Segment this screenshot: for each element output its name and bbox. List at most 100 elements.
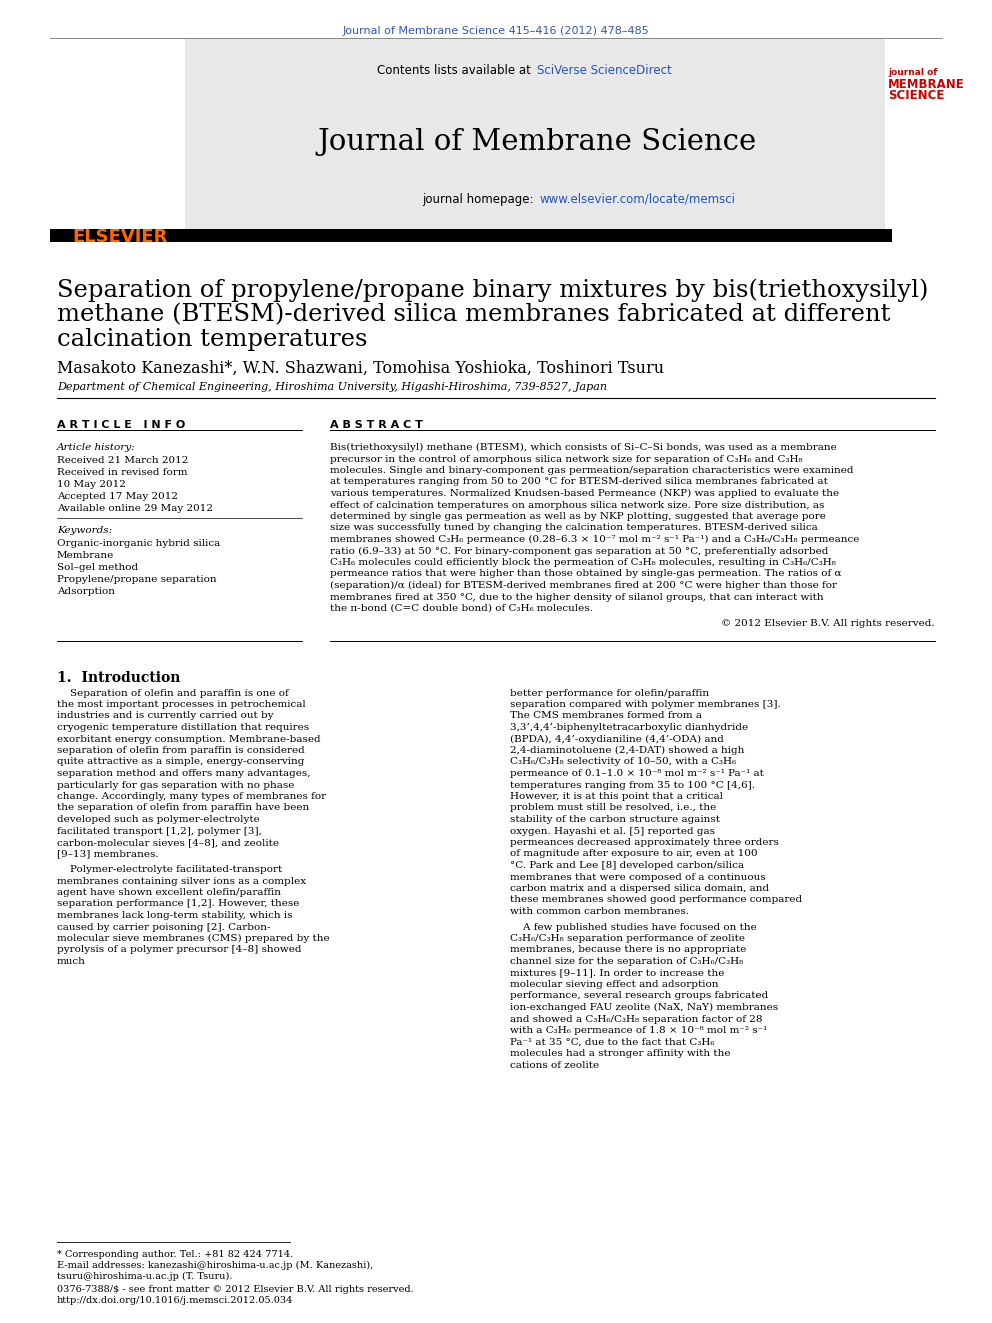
Text: Masakoto Kanezashi*, W.N. Shazwani, Tomohisa Yoshioka, Toshinori Tsuru: Masakoto Kanezashi*, W.N. Shazwani, Tomo… xyxy=(57,360,664,377)
Text: 0376-7388/$ - see front matter © 2012 Elsevier B.V. All rights reserved.: 0376-7388/$ - see front matter © 2012 El… xyxy=(57,1285,414,1294)
Text: * Corresponding author. Tel.: +81 82 424 7714.: * Corresponding author. Tel.: +81 82 424… xyxy=(57,1250,294,1259)
Text: separation performance [1,2]. However, these: separation performance [1,2]. However, t… xyxy=(57,900,300,909)
Text: Accepted 17 May 2012: Accepted 17 May 2012 xyxy=(57,492,178,501)
Text: cations of zeolite: cations of zeolite xyxy=(510,1061,599,1069)
Text: problem must still be resolved, i.e., the: problem must still be resolved, i.e., th… xyxy=(510,803,716,812)
Text: channel size for the separation of C₃H₆/C₃H₈: channel size for the separation of C₃H₆/… xyxy=(510,957,743,966)
Text: of magnitude after exposure to air, even at 100: of magnitude after exposure to air, even… xyxy=(510,849,758,859)
Text: (BPDA), 4,4’-oxydianiline (4,4’-ODA) and: (BPDA), 4,4’-oxydianiline (4,4’-ODA) and xyxy=(510,734,724,744)
Text: Received in revised form: Received in revised form xyxy=(57,468,187,478)
Text: ratio (6.9–33) at 50 °C. For binary-component gas separation at 50 °C, preferent: ratio (6.9–33) at 50 °C. For binary-comp… xyxy=(330,546,828,556)
Text: [9–13] membranes.: [9–13] membranes. xyxy=(57,849,159,859)
Text: Pa⁻¹ at 35 °C, due to the fact that C₃H₆: Pa⁻¹ at 35 °C, due to the fact that C₃H₆ xyxy=(510,1037,714,1046)
Text: at temperatures ranging from 50 to 200 °C for BTESM-derived silica membranes fab: at temperatures ranging from 50 to 200 °… xyxy=(330,478,828,487)
Text: membranes lack long-term stability, which is: membranes lack long-term stability, whic… xyxy=(57,912,293,919)
Text: pyrolysis of a polymer precursor [4–8] showed: pyrolysis of a polymer precursor [4–8] s… xyxy=(57,946,302,954)
Text: various temperatures. Normalized Knudsen-based Permeance (NKP) was applied to ev: various temperatures. Normalized Knudsen… xyxy=(330,490,839,499)
Text: membranes, because there is no appropriate: membranes, because there is no appropria… xyxy=(510,946,746,954)
Text: Separation of olefin and paraffin is one of: Separation of olefin and paraffin is one… xyxy=(57,688,289,697)
Text: with a C₃H₆ permeance of 1.8 × 10⁻⁸ mol m⁻² s⁻¹: with a C₃H₆ permeance of 1.8 × 10⁻⁸ mol … xyxy=(510,1027,767,1035)
Text: Contents lists available at: Contents lists available at xyxy=(377,64,535,77)
Text: quite attractive as a simple, energy-conserving: quite attractive as a simple, energy-con… xyxy=(57,758,305,766)
Text: much: much xyxy=(57,957,86,966)
Text: SciVerse ScienceDirect: SciVerse ScienceDirect xyxy=(537,64,672,77)
Text: www.elsevier.com/locate/memsci: www.elsevier.com/locate/memsci xyxy=(539,193,735,206)
Text: stability of the carbon structure against: stability of the carbon structure agains… xyxy=(510,815,720,824)
Text: The CMS membranes formed from a: The CMS membranes formed from a xyxy=(510,712,702,721)
Text: molecular sieving effect and adsorption: molecular sieving effect and adsorption xyxy=(510,980,718,990)
Text: temperatures ranging from 35 to 100 °C [4,6].: temperatures ranging from 35 to 100 °C [… xyxy=(510,781,755,790)
Text: Journal of Membrane Science 415–416 (2012) 478–485: Journal of Membrane Science 415–416 (201… xyxy=(342,26,650,36)
Text: Department of Chemical Engineering, Hiroshima University, Higashi-Hiroshima, 739: Department of Chemical Engineering, Hiro… xyxy=(57,382,607,392)
Text: 2,4-diaminotoluene (2,4-DAT) showed a high: 2,4-diaminotoluene (2,4-DAT) showed a hi… xyxy=(510,746,744,755)
Text: membranes containing silver ions as a complex: membranes containing silver ions as a co… xyxy=(57,877,307,885)
Text: separation compared with polymer membranes [3].: separation compared with polymer membran… xyxy=(510,700,781,709)
Text: C₃H₆/C₃H₈ selectivity of 10–50, with a C₃H₆: C₃H₆/C₃H₈ selectivity of 10–50, with a C… xyxy=(510,758,736,766)
Text: Received 21 March 2012: Received 21 March 2012 xyxy=(57,456,188,464)
Text: these membranes showed good performance compared: these membranes showed good performance … xyxy=(510,896,803,905)
Text: Sol–gel method: Sol–gel method xyxy=(57,564,138,572)
Text: molecules. Single and binary-component gas permeation/separation characteristics: molecules. Single and binary-component g… xyxy=(330,466,853,475)
Bar xyxy=(50,38,185,238)
Text: caused by carrier poisoning [2]. Carbon-: caused by carrier poisoning [2]. Carbon- xyxy=(57,922,271,931)
Text: industries and is currently carried out by: industries and is currently carried out … xyxy=(57,712,274,721)
Text: precursor in the control of amorphous silica network size for separation of C₃H₆: precursor in the control of amorphous si… xyxy=(330,455,803,463)
Text: Available online 29 May 2012: Available online 29 May 2012 xyxy=(57,504,213,513)
Text: C₃H₆ molecules could efficiently block the permeation of C₃H₈ molecules, resulti: C₃H₆ molecules could efficiently block t… xyxy=(330,558,836,568)
Bar xyxy=(885,38,992,238)
Text: Membrane: Membrane xyxy=(57,550,114,560)
Text: oxygen. Hayashi et al. [5] reported gas: oxygen. Hayashi et al. [5] reported gas xyxy=(510,827,715,836)
Text: size was successfully tuned by changing the calcination temperatures. BTESM-deri: size was successfully tuned by changing … xyxy=(330,524,817,532)
Text: agent have shown excellent olefin/paraffin: agent have shown excellent olefin/paraff… xyxy=(57,888,281,897)
Text: calcination temperatures: calcination temperatures xyxy=(57,328,367,351)
Text: developed such as polymer-electrolyte: developed such as polymer-electrolyte xyxy=(57,815,260,824)
Text: A R T I C L E   I N F O: A R T I C L E I N F O xyxy=(57,419,186,430)
Text: molecular sieve membranes (CMS) prepared by the: molecular sieve membranes (CMS) prepared… xyxy=(57,934,329,943)
Text: performance, several research groups fabricated: performance, several research groups fab… xyxy=(510,991,768,1000)
Text: Polymer-electrolyte facilitated-transport: Polymer-electrolyte facilitated-transpor… xyxy=(57,865,283,875)
Text: E-mail addresses: kanezashi@hiroshima-u.ac.jp (M. Kanezashi),: E-mail addresses: kanezashi@hiroshima-u.… xyxy=(57,1261,373,1270)
Text: facilitated transport [1,2], polymer [3],: facilitated transport [1,2], polymer [3]… xyxy=(57,827,262,836)
Bar xyxy=(50,229,892,242)
Text: molecules had a stronger affinity with the: molecules had a stronger affinity with t… xyxy=(510,1049,730,1058)
Text: permeance ratios that were higher than those obtained by single-gas permeation. : permeance ratios that were higher than t… xyxy=(330,569,841,578)
Text: Separation of propylene/propane binary mixtures by bis(triethoxysilyl): Separation of propylene/propane binary m… xyxy=(57,278,929,302)
Text: with common carbon membranes.: with common carbon membranes. xyxy=(510,908,689,916)
Text: ion-exchanged FAU zeolite (NaX, NaY) membranes: ion-exchanged FAU zeolite (NaX, NaY) mem… xyxy=(510,1003,778,1012)
Text: SCIENCE: SCIENCE xyxy=(888,89,944,102)
Text: cryogenic temperature distillation that requires: cryogenic temperature distillation that … xyxy=(57,722,310,732)
Text: membranes that were composed of a continuous: membranes that were composed of a contin… xyxy=(510,872,766,881)
Text: carbon-molecular sieves [4–8], and zeolite: carbon-molecular sieves [4–8], and zeoli… xyxy=(57,837,279,847)
Text: However, it is at this point that a critical: However, it is at this point that a crit… xyxy=(510,792,723,800)
Text: 1.  Introduction: 1. Introduction xyxy=(57,671,181,684)
Text: better performance for olefin/paraffin: better performance for olefin/paraffin xyxy=(510,688,709,697)
Text: Organic-inorganic hybrid silica: Organic-inorganic hybrid silica xyxy=(57,538,220,548)
Text: Adsorption: Adsorption xyxy=(57,587,115,595)
Text: exorbitant energy consumption. Membrane-based: exorbitant energy consumption. Membrane-… xyxy=(57,734,320,744)
Text: the separation of olefin from paraffin have been: the separation of olefin from paraffin h… xyxy=(57,803,310,812)
Text: membranes fired at 350 °C, due to the higher density of silanol groups, that can: membranes fired at 350 °C, due to the hi… xyxy=(330,593,823,602)
Text: (separation)/α (ideal) for BTESM-derived membranes fired at 200 °C were higher t: (separation)/α (ideal) for BTESM-derived… xyxy=(330,581,837,590)
Text: determined by single gas permeation as well as by NKP plotting, suggested that a: determined by single gas permeation as w… xyxy=(330,512,826,521)
Text: Propylene/propane separation: Propylene/propane separation xyxy=(57,576,216,583)
Text: methane (BTESM)-derived silica membranes fabricated at different: methane (BTESM)-derived silica membranes… xyxy=(57,303,891,325)
Text: the π-bond (C=C double bond) of C₃H₆ molecules.: the π-bond (C=C double bond) of C₃H₆ mol… xyxy=(330,605,593,613)
Text: © 2012 Elsevier B.V. All rights reserved.: © 2012 Elsevier B.V. All rights reserved… xyxy=(721,618,935,627)
Text: 10 May 2012: 10 May 2012 xyxy=(57,480,126,490)
Text: Bis(triethoxysilyl) methane (BTESM), which consists of Si–C–Si bonds, was used a: Bis(triethoxysilyl) methane (BTESM), whi… xyxy=(330,443,836,452)
Text: ELSEVIER: ELSEVIER xyxy=(72,228,168,246)
Bar xyxy=(887,60,987,225)
Text: particularly for gas separation with no phase: particularly for gas separation with no … xyxy=(57,781,295,790)
Text: MEMBRANE: MEMBRANE xyxy=(888,78,965,91)
Text: Journal of Membrane Science: Journal of Membrane Science xyxy=(317,128,757,156)
Text: tsuru@hiroshima-u.ac.jp (T. Tsuru).: tsuru@hiroshima-u.ac.jp (T. Tsuru). xyxy=(57,1271,232,1281)
Text: journal homepage:: journal homepage: xyxy=(422,193,537,206)
Text: and showed a C₃H₆/C₃H₈ separation factor of 28: and showed a C₃H₆/C₃H₈ separation factor… xyxy=(510,1015,763,1024)
Text: permeance of 0.1–1.0 × 10⁻⁸ mol m⁻² s⁻¹ Pa⁻¹ at: permeance of 0.1–1.0 × 10⁻⁸ mol m⁻² s⁻¹ … xyxy=(510,769,764,778)
Text: permeances decreased approximately three orders: permeances decreased approximately three… xyxy=(510,837,779,847)
Text: Article history:: Article history: xyxy=(57,443,136,452)
Text: A few published studies have focused on the: A few published studies have focused on … xyxy=(510,922,757,931)
Bar xyxy=(55,50,180,220)
Text: Keywords:: Keywords: xyxy=(57,527,112,534)
Text: separation of olefin from paraffin is considered: separation of olefin from paraffin is co… xyxy=(57,746,305,755)
